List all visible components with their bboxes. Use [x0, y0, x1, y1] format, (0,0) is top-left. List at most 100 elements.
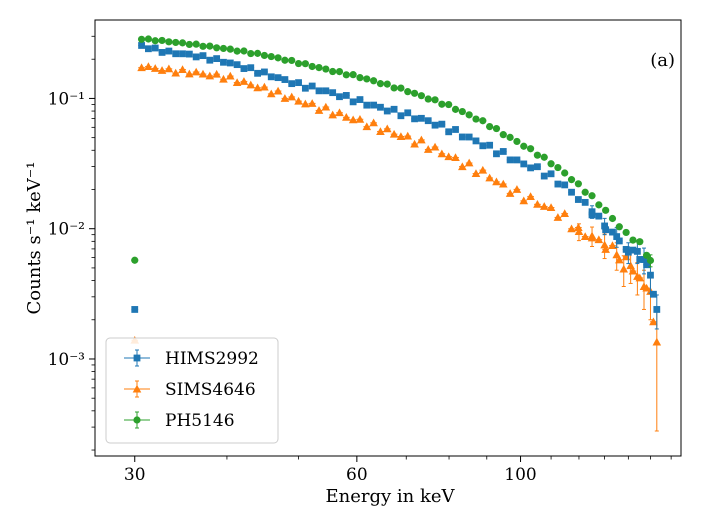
- x-tick-label: 60: [346, 465, 368, 485]
- data-point: [527, 164, 534, 172]
- data-point: [640, 256, 648, 263]
- y-axis-label: Counts s⁻¹ keV⁻¹: [24, 162, 45, 315]
- data-point: [179, 50, 186, 58]
- data-point: [191, 67, 201, 76]
- data-point: [308, 62, 316, 71]
- data-point: [520, 160, 528, 168]
- legend-marker-ph5146: [124, 411, 150, 429]
- data-point: [485, 173, 494, 182]
- data-point: [643, 261, 651, 269]
- series-ph5146: [131, 35, 655, 268]
- data-point: [424, 117, 432, 125]
- data-point: [281, 56, 289, 64]
- data-point: [608, 214, 617, 223]
- data-point: [458, 107, 466, 116]
- data-point: [567, 224, 576, 233]
- y-tick-label: 10⁻²: [48, 220, 85, 240]
- data-point: [588, 208, 596, 216]
- data-point: [458, 162, 467, 171]
- data-point: [301, 84, 309, 92]
- data-point: [580, 232, 590, 240]
- data-point: [137, 63, 146, 72]
- data-point: [390, 84, 398, 92]
- data-point: [601, 222, 609, 230]
- data-point: [253, 83, 262, 92]
- data-point: [165, 38, 173, 46]
- data-point: [613, 233, 621, 240]
- data-point: [233, 47, 241, 55]
- data-point: [574, 180, 582, 188]
- data-point: [342, 113, 351, 121]
- data-point: [633, 272, 642, 280]
- data-point: [239, 77, 249, 85]
- data-point: [363, 75, 371, 83]
- data-point: [417, 92, 425, 100]
- data-point: [624, 248, 632, 256]
- data-point: [438, 120, 446, 128]
- data-point: [281, 76, 289, 83]
- legend-frame: [105, 337, 279, 444]
- data-point: [505, 189, 515, 197]
- data-point: [561, 169, 569, 177]
- data-point: [639, 282, 649, 290]
- data-point: [288, 80, 296, 88]
- data-point: [158, 49, 166, 56]
- data-point: [383, 107, 391, 115]
- data-point: [437, 149, 447, 158]
- data-point: [512, 185, 522, 193]
- data-point: [464, 158, 474, 167]
- data-point: [356, 74, 364, 82]
- data-point: [553, 213, 563, 221]
- data-point: [526, 192, 535, 201]
- data-point: [404, 109, 412, 117]
- data-point: [137, 35, 146, 43]
- data-point: [335, 67, 344, 76]
- data-point: [178, 39, 187, 47]
- data-point: [382, 124, 392, 133]
- data-point: [205, 71, 215, 80]
- data-point: [308, 82, 316, 90]
- data-point: [213, 44, 221, 52]
- data-point: [349, 71, 357, 79]
- data-point: [646, 256, 655, 265]
- data-point: [213, 55, 221, 63]
- data-point: [539, 202, 549, 210]
- data-point: [547, 170, 555, 178]
- data-point: [574, 196, 582, 203]
- data-point: [178, 65, 187, 73]
- legend-marker-sims4646: [124, 380, 150, 398]
- data-point: [396, 132, 406, 140]
- data-point: [403, 131, 413, 140]
- data-point: [185, 50, 193, 58]
- data-point: [526, 145, 535, 153]
- x-tick-label: 100: [504, 465, 536, 485]
- data-point: [322, 65, 330, 73]
- data-point: [498, 179, 508, 188]
- data-point: [554, 163, 562, 172]
- data-point: [588, 192, 596, 200]
- data-point: [451, 153, 460, 161]
- data-point: [192, 40, 200, 48]
- data-point: [349, 98, 357, 106]
- data-point: [151, 37, 159, 45]
- data-point: [355, 114, 365, 123]
- legend-marker-hims2992: [124, 349, 150, 367]
- data-point: [595, 201, 603, 209]
- data-point: [486, 122, 494, 131]
- data-point: [533, 151, 542, 159]
- y-tick-label: 10⁻¹: [48, 89, 85, 109]
- data-point: [492, 124, 501, 133]
- data-point: [240, 47, 248, 55]
- data-point: [417, 135, 426, 144]
- data-point: [652, 337, 662, 346]
- data-point: [363, 101, 371, 109]
- data-point: [452, 126, 459, 133]
- data-point: [199, 52, 207, 60]
- data-point: [342, 92, 350, 99]
- data-point: [602, 226, 610, 234]
- data-point: [267, 52, 275, 61]
- data-point: [369, 118, 378, 127]
- data-point: [506, 133, 514, 141]
- data-point: [587, 231, 597, 240]
